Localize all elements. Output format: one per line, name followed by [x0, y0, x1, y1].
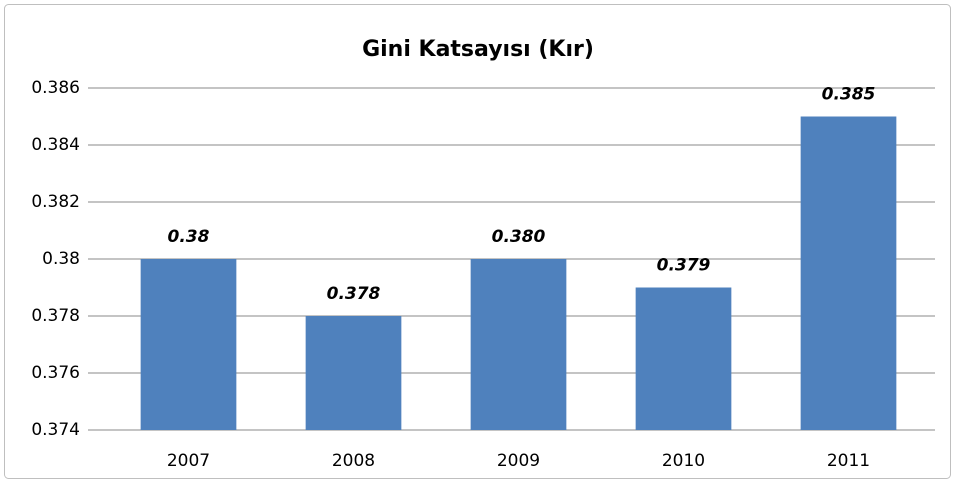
x-tick-label: 2007 — [167, 451, 210, 471]
y-tick-label: 0.384 — [31, 135, 80, 155]
data-label: 0.379 — [657, 256, 711, 276]
x-tick-label: 2008 — [332, 451, 375, 471]
y-tick-label: 0.386 — [31, 78, 80, 98]
chart-title: Gini Katsayısı (Kır) — [362, 37, 594, 62]
x-tick-label: 2010 — [662, 451, 705, 471]
data-label: 0.38 — [168, 227, 210, 247]
bar — [470, 259, 567, 430]
bar — [305, 316, 402, 430]
bar — [140, 259, 237, 430]
data-label: 0.385 — [822, 85, 876, 105]
y-tick-label: 0.38 — [42, 249, 80, 269]
y-tick-label: 0.382 — [31, 192, 80, 212]
bar — [800, 116, 897, 430]
x-tick-label: 2009 — [497, 451, 540, 471]
data-label: 0.378 — [327, 284, 381, 304]
y-tick-label: 0.378 — [31, 306, 80, 326]
y-tick-label: 0.376 — [31, 363, 80, 383]
data-label: 0.380 — [492, 227, 546, 247]
x-tick-label: 2011 — [827, 451, 870, 471]
y-tick-label: 0.374 — [31, 420, 80, 440]
bar — [635, 287, 732, 430]
